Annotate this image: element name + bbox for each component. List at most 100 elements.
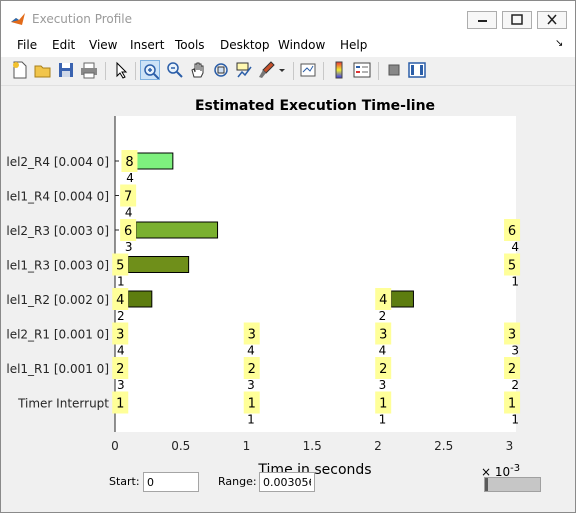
task-label: 3 xyxy=(116,328,124,343)
task-label: 6 xyxy=(508,224,516,239)
title-bar: Execution Profile xyxy=(1,1,575,35)
task-label: 3 xyxy=(379,328,387,343)
task-label: 4 xyxy=(116,293,124,308)
task-label-background xyxy=(375,357,392,379)
matlab-logo-icon xyxy=(11,13,25,25)
task-label-background xyxy=(121,150,138,172)
task-label-background xyxy=(120,219,137,241)
timeline-bar xyxy=(135,152,174,170)
menu-tools[interactable]: Tools xyxy=(175,38,205,52)
x-tick-label: 1.5 xyxy=(303,439,322,453)
timeline-chart[interactable]: Estimated Execution Time-line lel2_R4 [0… xyxy=(1,86,575,512)
preempt-label: 3 xyxy=(125,240,133,254)
brush-icon[interactable] xyxy=(257,60,277,80)
x-tick-label: 2 xyxy=(374,439,382,453)
task-label-background xyxy=(504,391,521,414)
preempt-label: 3 xyxy=(117,378,125,392)
save-icon[interactable] xyxy=(56,60,76,80)
select-arrow-icon[interactable] xyxy=(111,60,131,80)
task-label: 1 xyxy=(116,397,124,412)
print-icon[interactable] xyxy=(79,60,99,80)
new-figure-icon[interactable] xyxy=(10,60,30,80)
x-multiplier-base: × 10 xyxy=(481,465,510,479)
timeline-bar xyxy=(390,290,414,308)
task-label-background xyxy=(375,322,392,345)
menu-file[interactable]: File xyxy=(17,38,38,52)
dock-figure-icon[interactable]: ↘ xyxy=(555,38,564,49)
range-input[interactable] xyxy=(259,472,315,492)
x-tick-label: 3 xyxy=(506,439,514,453)
maximize-icon xyxy=(511,14,523,25)
task-label-background xyxy=(112,253,129,276)
slider-thumb[interactable] xyxy=(485,478,488,491)
x-tick-label: 0 xyxy=(111,439,119,453)
task-label: 2 xyxy=(379,362,387,377)
y-tick-label: lel1_R4 [0.004 0] xyxy=(6,190,109,204)
menu-edit[interactable]: Edit xyxy=(52,38,76,52)
time-scroll-slider[interactable] xyxy=(484,477,541,492)
rotate-3d-icon[interactable] xyxy=(211,60,231,80)
start-label: Start: xyxy=(109,475,140,488)
timeline-bar xyxy=(135,221,219,239)
preempt-label: 2 xyxy=(117,309,125,323)
zoom-out-icon[interactable] xyxy=(165,60,185,80)
open-file-icon[interactable] xyxy=(33,60,53,80)
menu-insert[interactable]: Insert xyxy=(130,38,165,52)
menu-window[interactable]: Window xyxy=(278,38,326,52)
range-label: Range: xyxy=(218,475,257,488)
preempt-label: 1 xyxy=(247,413,255,427)
toolbar-separator xyxy=(323,62,324,80)
x-tick-label: 0.5 xyxy=(171,439,190,453)
close-icon xyxy=(547,14,557,25)
colorbar-icon[interactable] xyxy=(329,60,349,80)
task-label: 2 xyxy=(116,362,124,377)
task-label-background xyxy=(112,322,129,345)
toolbar-separator xyxy=(378,62,379,80)
minimize-button[interactable] xyxy=(467,11,497,29)
y-tick-labels: lel2_R4 [0.004 0] lel1_R4 [0.004 0] lel2_R… xyxy=(6,155,119,411)
menu-view[interactable]: View xyxy=(89,38,118,52)
brush-dropdown-icon[interactable] xyxy=(277,60,287,80)
close-button[interactable] xyxy=(537,11,567,29)
legend-icon[interactable] xyxy=(352,60,372,80)
y-tick-label: lel1_R2 [0.002 0] xyxy=(6,293,109,307)
toolbar-separator xyxy=(135,62,136,80)
preempt-label: 4 xyxy=(379,344,387,358)
start-input[interactable] xyxy=(143,472,199,492)
task-label: 3 xyxy=(248,328,256,343)
maximize-button[interactable] xyxy=(502,11,532,29)
task-label-background xyxy=(112,357,129,379)
axes-background xyxy=(115,116,516,432)
preempt-label: 4 xyxy=(117,344,125,358)
task-label-background xyxy=(243,322,260,345)
preempt-label: 1 xyxy=(511,275,519,289)
menu-desktop[interactable]: Desktop xyxy=(220,38,270,52)
show-plot-tools-icon[interactable] xyxy=(407,60,427,80)
task-label: 2 xyxy=(508,362,516,377)
task-label-background xyxy=(120,184,137,207)
figure-canvas: Estimated Execution Time-line lel2_R4 [0… xyxy=(1,86,575,512)
menu-bar: File Edit View Insert Tools Desktop Wind… xyxy=(1,35,575,57)
toolbar-separator xyxy=(293,62,294,80)
pan-hand-icon[interactable] xyxy=(188,60,208,80)
task-label-background xyxy=(504,322,521,345)
preempt-label: 3 xyxy=(247,378,255,392)
hide-plot-tools-icon[interactable] xyxy=(384,60,404,80)
preempt-label: 4 xyxy=(126,171,134,185)
task-label: 8 xyxy=(125,155,133,170)
task-label-background xyxy=(504,219,521,241)
menu-help[interactable]: Help xyxy=(340,38,368,52)
task-label-background xyxy=(504,357,521,379)
x-axis-multiplier: × 10-3 xyxy=(481,463,520,479)
zoom-in-icon[interactable] xyxy=(140,60,160,80)
chart-title: Estimated Execution Time-line xyxy=(195,98,435,114)
task-label-background xyxy=(504,253,521,276)
preempt-label: 4 xyxy=(125,206,133,220)
task-label-background xyxy=(112,391,129,414)
task-label: 6 xyxy=(124,224,132,239)
timeline-bar xyxy=(127,290,153,308)
y-tick-label: lel2_R1 [0.001 0] xyxy=(6,328,109,342)
data-cursor-icon[interactable] xyxy=(234,60,254,80)
link-plot-icon[interactable] xyxy=(298,60,318,80)
